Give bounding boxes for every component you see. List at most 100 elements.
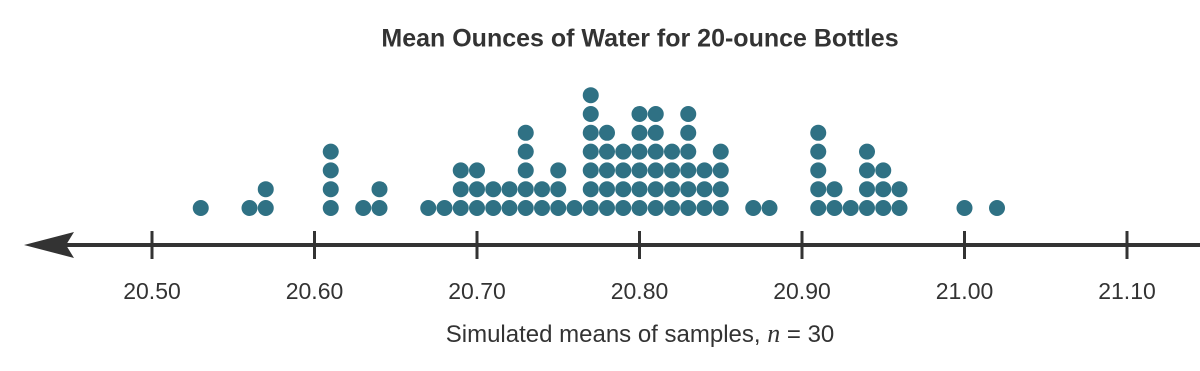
dot	[599, 143, 615, 160]
dot	[582, 106, 599, 122]
dot	[582, 124, 599, 141]
dot	[696, 200, 713, 216]
dot	[599, 124, 615, 141]
dot	[371, 181, 388, 198]
dot	[550, 200, 567, 216]
dot	[469, 162, 485, 179]
dot	[631, 106, 648, 122]
dot	[989, 200, 1005, 216]
dot	[810, 200, 827, 216]
dot	[875, 200, 892, 216]
dot	[859, 200, 875, 216]
dot	[452, 200, 469, 216]
dot	[696, 162, 713, 179]
dot	[859, 143, 875, 160]
dot	[501, 200, 518, 216]
dot	[647, 181, 664, 198]
dot	[517, 200, 534, 216]
dot	[664, 181, 680, 198]
x-tick-label: 21.00	[936, 278, 994, 304]
dot	[842, 200, 859, 216]
dot	[322, 162, 339, 179]
dot	[891, 181, 908, 198]
dot	[826, 200, 843, 216]
dot	[712, 200, 729, 216]
dot	[322, 143, 339, 160]
dot	[664, 162, 680, 179]
dot	[810, 181, 827, 198]
dot	[615, 162, 632, 179]
x-axis-label-var: n	[767, 319, 780, 348]
dot	[469, 200, 485, 216]
dot	[436, 200, 453, 216]
dot	[664, 143, 680, 160]
x-tick-label: 20.60	[286, 278, 344, 304]
dot	[371, 200, 388, 216]
dot	[517, 162, 534, 179]
x-axis-label-text: = 30	[780, 321, 834, 348]
x-tick-label: 21.10	[1098, 278, 1156, 304]
dot	[534, 200, 550, 216]
dot	[582, 181, 599, 198]
dot	[615, 181, 632, 198]
dot	[680, 124, 697, 141]
dot	[322, 181, 339, 198]
dot	[469, 181, 485, 198]
dot	[631, 124, 648, 141]
dot	[680, 143, 697, 160]
dot	[485, 181, 502, 198]
x-tick-label: 20.80	[611, 278, 669, 304]
dot	[631, 143, 648, 160]
x-tick-label: 20.90	[773, 278, 831, 304]
dot	[631, 200, 648, 216]
dot	[599, 200, 615, 216]
dot	[631, 162, 648, 179]
dot	[859, 181, 875, 198]
dot	[599, 162, 615, 179]
dot	[582, 143, 599, 160]
dot	[566, 200, 583, 216]
dot	[322, 200, 339, 216]
dot	[647, 124, 664, 141]
dot	[680, 162, 697, 179]
x-tick-label: 20.50	[123, 278, 181, 304]
x-axis-label-text: Simulated means of samples,	[446, 321, 767, 348]
dot	[582, 87, 599, 104]
dot	[192, 200, 209, 216]
dot	[647, 106, 664, 122]
dot	[517, 181, 534, 198]
dot	[810, 162, 827, 179]
dot	[582, 200, 599, 216]
dot	[712, 181, 729, 198]
dot	[501, 181, 518, 198]
dot	[859, 162, 875, 179]
dot	[517, 124, 534, 141]
dot	[761, 200, 778, 216]
dot	[810, 143, 827, 160]
dot	[485, 200, 502, 216]
dot	[826, 181, 843, 198]
dot	[712, 143, 729, 160]
dot	[550, 181, 567, 198]
dot	[452, 181, 469, 198]
dot	[680, 200, 697, 216]
dot	[664, 200, 680, 216]
dot	[615, 200, 632, 216]
dot	[599, 181, 615, 198]
dot	[615, 143, 632, 160]
dot	[647, 200, 664, 216]
dot	[647, 162, 664, 179]
axis-arrow	[24, 232, 74, 258]
dot	[257, 200, 274, 216]
dot	[891, 200, 908, 216]
x-axis-label: Simulated means of samples, n = 30	[446, 319, 835, 348]
x-tick-label: 20.70	[448, 278, 506, 304]
dot	[696, 181, 713, 198]
dot	[680, 106, 697, 122]
dot	[582, 162, 599, 179]
dot	[550, 162, 567, 179]
dot	[875, 181, 892, 198]
dot	[355, 200, 372, 216]
dot	[534, 181, 550, 198]
